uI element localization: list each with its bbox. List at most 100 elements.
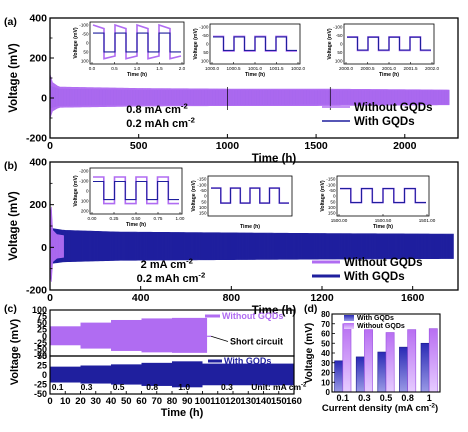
inset-x-tick-label: 0.75 [154,216,163,221]
legend-label: With GQDs [354,116,415,128]
legend-label: Without GQDs [354,102,432,114]
inset-y-tick-label: 50 [83,50,89,55]
x-tick-label: 160 [286,396,302,407]
inset-y-label: Voltage (mV) [193,28,199,60]
legend-label: Without GQDs [344,257,422,269]
short-circuit-label: Short circuit [230,337,283,347]
y-tick-label-top: -50 [34,344,47,354]
x-tick-label: 0 [47,396,52,407]
x-tick-label: 800 [223,292,241,304]
inset-y-tick-label: -150 [197,177,207,182]
legend-label: With GQDs [344,271,405,283]
inset-x-label: Time (h) [127,72,147,78]
inset-y-tick-label: -200 [79,169,89,174]
series-band-with [49,227,454,264]
y-tick-label: 0 [41,242,47,254]
bar-without-1 [428,328,438,393]
x-axis-label: Time (h) [161,407,204,419]
x-axis-label-end: ) [435,403,438,414]
inset-x-tick-label: 1001.5 [269,66,283,71]
y-tick-label: 200 [29,199,47,211]
inset-y-tick-label: 200 [81,209,89,214]
inset-y-tick-label: 100 [81,59,89,64]
inset-a-1: 0.0 0.5 1.0 1.5 2.0 -100 -50 0 50 100 Time (h) Volt… [73,21,186,78]
inset-y-tick-label: 0 [333,194,336,199]
bar-with-0.5 [377,351,387,393]
x-axis-label-sup: -2 [429,403,435,410]
x-tick-label: 110 [210,396,225,407]
series-band-without [111,319,142,351]
capacity-note-sup: -2 [188,116,195,125]
y-tick-label-top: 25 [37,325,47,335]
y-tick-label: 70 [321,320,330,329]
rate-label: 0.1 [52,382,64,392]
legend-label: With GQDs [357,315,394,322]
inset-wave-with [211,187,289,204]
series-band-without [141,318,172,353]
panel-label: (b) [4,160,17,172]
inset-x-label: Time (h) [126,222,146,228]
y-tick-label-bottom: 50 [37,351,47,361]
rate-label: 0.8 [146,382,158,392]
y-tick-label: 40 [321,349,330,358]
capacity-note: 0.2 mAh cm-2 [137,271,206,285]
inset-y-tick-label: -100 [79,23,89,28]
y-tick-label-bottom: 25 [37,361,47,371]
rate-label: 0.3 [81,382,93,392]
y-axis-label: Voltage (mV) [8,43,20,113]
unit-label-main: Unit: mA cm [251,382,301,392]
series-band-with [50,366,81,383]
inset-x-tick-label: 1.00 [176,216,185,221]
inset-y-tick-label: 100 [81,199,89,204]
x-tick-label: 1000 [216,140,240,152]
y-tick-label: 80 [321,310,330,319]
inset-y-tick-label: -100 [333,25,343,30]
x-tick-label: 0 [47,292,53,304]
inset-x-tick-label: 2002.0 [425,66,439,71]
current-density-note-main: 0.8 mA cm [126,104,181,116]
inset-y-tick-label: 0 [86,41,89,46]
inset-y-tick-label: -50 [82,32,89,37]
y-tick-label-top: -25 [34,338,47,348]
inset-x-tick-label: 1.0 [134,66,141,71]
bar-with-0.1 [334,360,344,393]
inset-y-label: Voltage (mV) [320,180,326,212]
inset-x-tick-label: 0.5 [111,66,118,71]
bar-with-0.3 [355,356,365,393]
inset-y-tick-label: -100 [79,179,89,184]
inset-y-tick-label: 100 [201,59,209,64]
legend-label: Without GQDs [357,323,405,330]
panel-label: (a) [4,16,17,28]
y-axis-label: Voltage (mV) [304,323,315,383]
bar-without-0.1 [342,323,352,393]
capacity-note-sup: -2 [198,271,205,280]
inset-y-tick-label: 100 [199,205,207,210]
y-tick-label: 60 [321,330,330,339]
short-circuit-pointer [210,335,229,342]
x-tick-label: 0.3 [358,393,371,403]
inset-y-label: Voltage (mV) [73,27,79,59]
inset-x-tick-label: 1002.0 [291,66,305,71]
current-density-note: 2 mA cm-2 [141,257,193,271]
panel-label: (d) [304,303,317,315]
inset-x-tick-label: 1000.0 [205,66,219,71]
series-band-without [49,206,64,282]
x-tick-label: 500 [130,140,148,152]
y-tick-label-top: -75 [34,351,47,361]
inset-x-tick-label: 2000.5 [360,66,374,71]
x-tick-label: 140 [256,396,272,407]
current-density-note-sup: -2 [181,102,188,111]
x-tick-label: 10 [60,396,71,407]
series-band-with [202,363,294,386]
inset-y-tick-label: 0 [206,42,209,47]
current-density-note-text: 2 mA cm-2 [141,257,193,271]
x-tick-label: 40 [106,396,117,407]
legend-label-top: Without GQDs [222,311,283,321]
inset-x-label: Time (h) [379,72,399,78]
inset-y-tick-label: -50 [329,188,336,193]
inset-x-tick-label: 2001.5 [403,66,417,71]
inset-y-tick-label: 100 [335,59,343,64]
inset-y-tick-label: -50 [202,33,209,38]
